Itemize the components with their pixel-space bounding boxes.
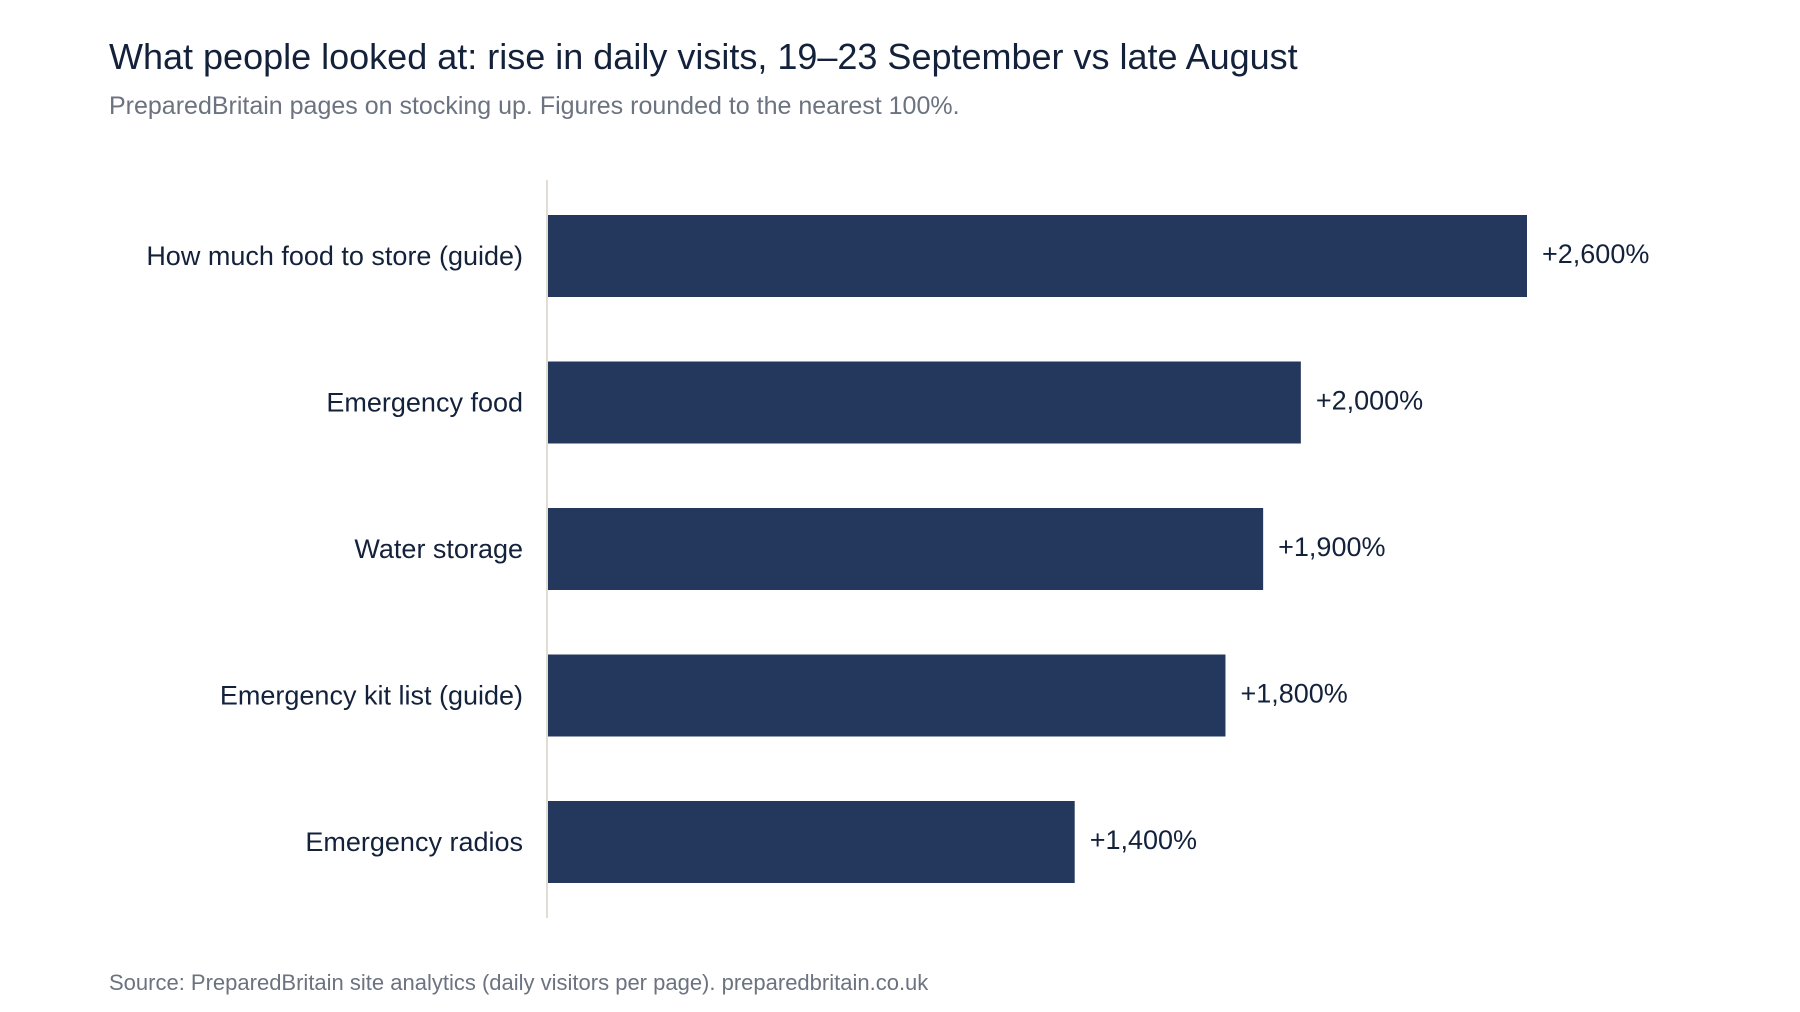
value-label: +2,600% xyxy=(1542,239,1649,269)
value-label: +1,900% xyxy=(1278,532,1385,562)
category-label: Emergency radios xyxy=(305,827,523,857)
bar xyxy=(547,508,1264,590)
category-label: How much food to store (guide) xyxy=(146,241,523,271)
chart-subtitle: PreparedBritain pages on stocking up. Fi… xyxy=(109,92,960,120)
category-label: Water storage xyxy=(354,534,523,564)
value-label: +1,800% xyxy=(1240,679,1347,709)
category-label: Emergency kit list (guide) xyxy=(220,681,523,711)
chart-title: What people looked at: rise in daily vis… xyxy=(109,36,1298,77)
value-label: +1,400% xyxy=(1090,825,1197,855)
bar xyxy=(547,654,1226,737)
bar xyxy=(547,361,1301,444)
bars-layer: How much food to store (guide) +2,600% Eme… xyxy=(146,215,1649,883)
bar xyxy=(547,215,1527,297)
bar xyxy=(547,801,1075,883)
value-label: +2,000% xyxy=(1316,386,1423,416)
category-label: Emergency food xyxy=(326,388,523,418)
chart-source: Source: PreparedBritain site analytics (… xyxy=(109,970,929,995)
